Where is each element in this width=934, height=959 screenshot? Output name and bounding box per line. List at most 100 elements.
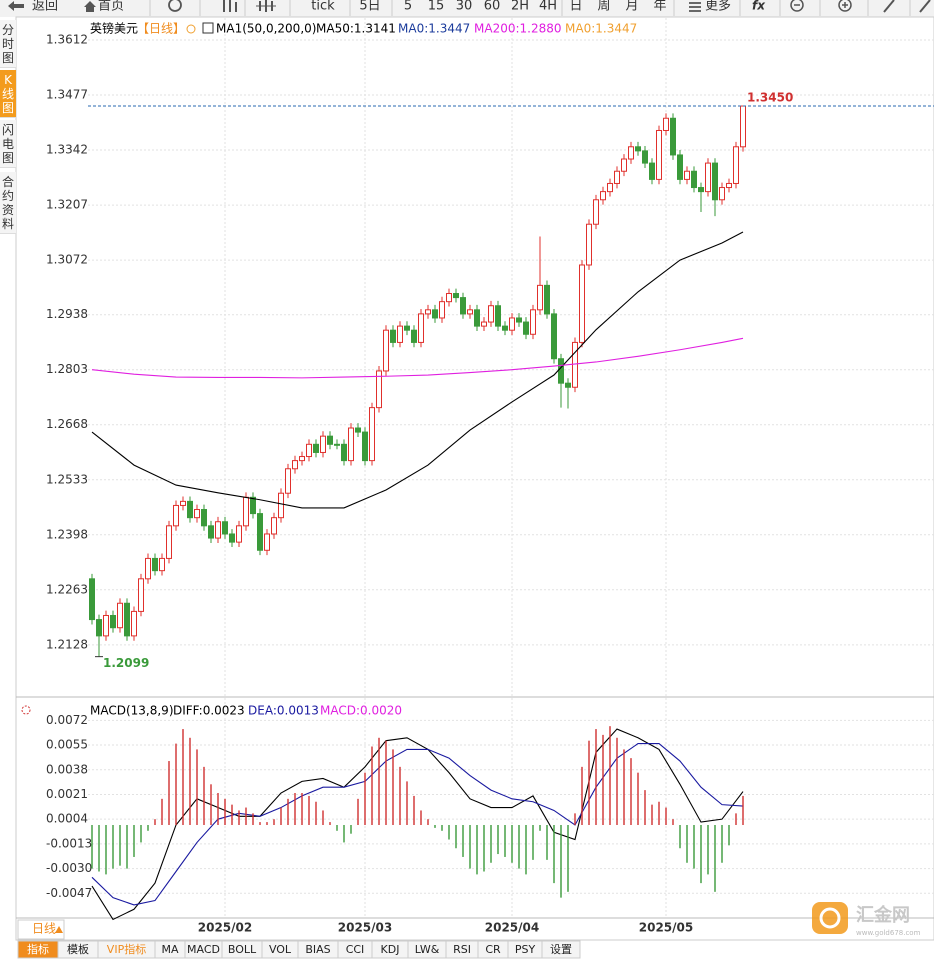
candle-body	[201, 509, 207, 527]
candle-body	[586, 223, 592, 266]
toolbar-button[interactable]: 周	[597, 0, 610, 14]
low-label: 1.2099	[103, 656, 149, 670]
y-tick-label: 1.2533	[46, 472, 88, 486]
tab[interactable]: 设置	[550, 943, 572, 956]
period-button-box[interactable]	[17, 919, 65, 940]
tab[interactable]: MA	[161, 943, 178, 956]
candle-body	[390, 329, 396, 343]
candle-body	[418, 313, 424, 343]
candle-body	[117, 602, 123, 629]
back-icon[interactable]	[8, 1, 24, 11]
tab[interactable]: MACD	[187, 943, 220, 956]
y-tick-label: 1.2263	[46, 582, 88, 596]
candle-body	[369, 407, 375, 462]
candle-body	[649, 162, 655, 180]
candle-body	[481, 321, 487, 327]
watermark	[812, 902, 848, 934]
candle-body	[327, 435, 333, 445]
x-tick-label: 2025/03	[338, 921, 392, 935]
tab[interactable]: 指标	[27, 942, 49, 956]
candle-body	[187, 500, 193, 519]
sidebar-tab[interactable]: 闪电图	[0, 120, 16, 168]
toolbar-button[interactable]: 15	[428, 0, 445, 14]
candle-body	[572, 341, 578, 388]
candle-body	[152, 557, 158, 572]
zoom-icons[interactable]	[790, 0, 852, 12]
y-tick-label: 1.2938	[46, 307, 88, 321]
tab[interactable]: BOLL	[228, 943, 257, 956]
toolbar-button[interactable]: 日	[569, 0, 582, 14]
sidebar-tab[interactable]: 分时图	[0, 20, 16, 68]
tab-box[interactable]	[541, 940, 581, 959]
y-tick-label: 1.2668	[46, 417, 88, 431]
settings-icon[interactable]	[21, 705, 31, 715]
candle-body	[698, 187, 704, 193]
draw-icons[interactable]	[883, 0, 931, 13]
tab[interactable]: BIAS	[305, 943, 330, 956]
tab[interactable]: KDJ	[381, 943, 400, 956]
toolbar-button[interactable]: 5日	[359, 0, 380, 14]
candle-body	[411, 329, 417, 343]
y-tick-label: 0.0038	[46, 762, 88, 776]
candle-body	[334, 443, 340, 446]
sidebar-tab[interactable]: K线图	[0, 70, 16, 118]
candle-body	[110, 614, 116, 629]
toolbar-button[interactable]: 30	[456, 0, 473, 14]
candle-body	[565, 382, 571, 388]
candle-body	[509, 317, 515, 331]
period-button[interactable]: 日线	[32, 922, 56, 936]
toolbar-button[interactable]: 返回	[32, 0, 58, 14]
home-icon[interactable]	[84, 1, 96, 12]
candle-body	[313, 443, 319, 453]
candle-icon[interactable]	[223, 0, 237, 12]
fx-icon[interactable]: fx	[752, 0, 766, 13]
period-arrow[interactable]	[55, 926, 63, 933]
toolbar-button[interactable]: 2H	[511, 0, 529, 14]
candle-body	[124, 602, 130, 637]
add-icon[interactable]	[186, 24, 196, 34]
candle-body	[180, 500, 186, 506]
toolbar-button[interactable]: 60	[484, 0, 501, 14]
chart-frame	[15, 16, 934, 941]
y-tick-label: 1.2128	[46, 637, 88, 651]
candle-body	[712, 162, 718, 201]
y-tick-label: 0.0004	[46, 812, 88, 826]
watermark-url: www.gold678.com	[856, 929, 921, 937]
candle-body	[355, 427, 361, 433]
bar-icon[interactable]	[256, 0, 276, 12]
y-tick-label: 1.3612	[46, 33, 88, 47]
tab[interactable]: LW&	[415, 943, 440, 956]
tab[interactable]: CCI	[346, 943, 365, 956]
candle-body	[439, 301, 445, 319]
toolbar-button[interactable]: 首页	[98, 0, 124, 14]
tab[interactable]: VOL	[269, 943, 292, 956]
candle-body	[271, 517, 277, 535]
y-tick-label: 1.3477	[46, 88, 88, 102]
toolbar-button[interactable]: 年	[653, 0, 666, 14]
tab[interactable]: VIP指标	[107, 942, 146, 956]
macd-line	[91, 728, 744, 921]
candle-body	[691, 170, 697, 189]
toolbar-button[interactable]: 更多	[705, 0, 731, 14]
tab[interactable]: RSI	[453, 943, 471, 956]
candle-body	[292, 460, 298, 470]
tab[interactable]: PSY	[515, 943, 536, 956]
y-tick-label: 1.3207	[46, 198, 88, 212]
chart-title: MACD(13,8,9)	[90, 704, 174, 718]
candle-body	[348, 427, 354, 462]
tab[interactable]: CR	[485, 943, 501, 956]
y-tick-label: 0.0055	[46, 738, 88, 752]
candle-body	[516, 317, 522, 323]
legend-entry: MACD:0.0020	[320, 704, 402, 718]
more-icon[interactable]	[689, 2, 701, 12]
toolbar-button[interactable]: 5	[404, 0, 412, 14]
toolbar-button[interactable]: 月	[625, 0, 638, 14]
toolbar-button[interactable]: tick	[311, 0, 335, 14]
indicator-icon[interactable]	[202, 22, 214, 34]
sidebar-tab[interactable]: 合约资料	[0, 172, 16, 234]
candle-body	[656, 129, 662, 180]
toolbar-button[interactable]: 4H	[539, 0, 557, 14]
refresh-icon[interactable]	[168, 0, 182, 12]
tab[interactable]: 模板	[67, 942, 89, 956]
legend-entry: DEA:0.0013	[248, 704, 319, 718]
